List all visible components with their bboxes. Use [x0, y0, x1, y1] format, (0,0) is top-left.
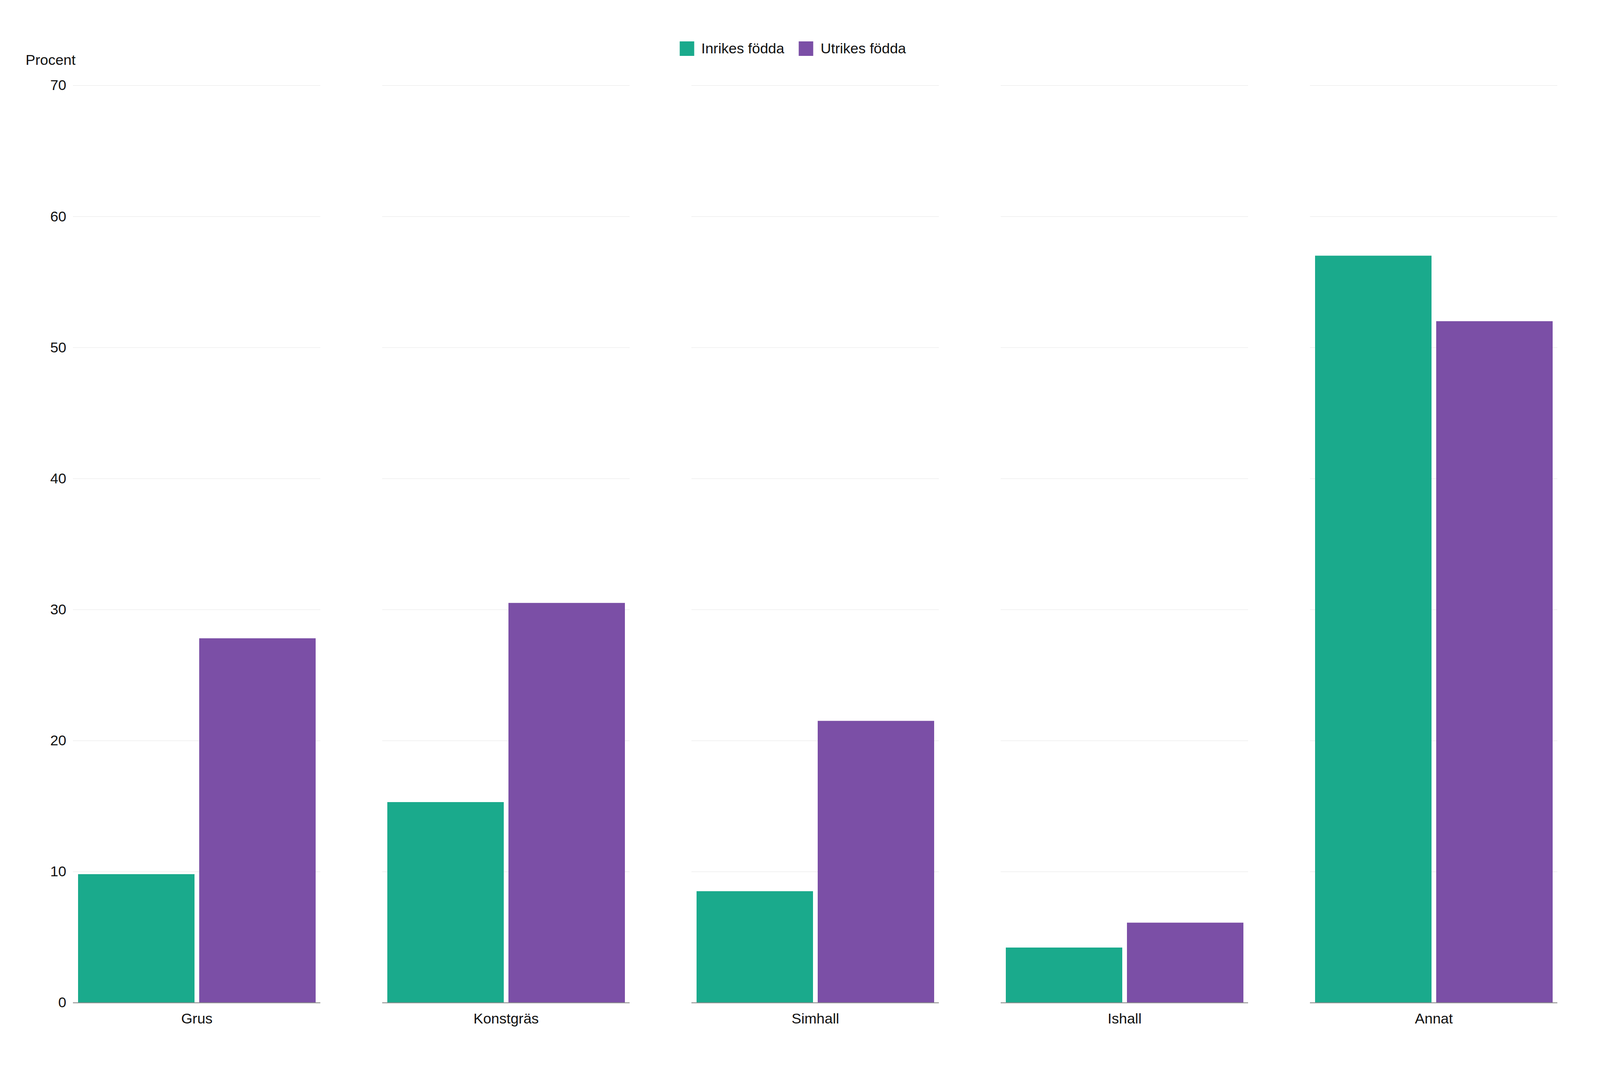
html-text:Procent: Procent	[25, 51, 76, 68]
svg-text:Ishall: Ishall	[1107, 1010, 1142, 1027]
svg-text:30: 30	[50, 601, 67, 618]
svg-text:10: 10	[50, 862, 67, 880]
svg-text:Konstgräs: Konstgräs	[473, 1010, 539, 1027]
html-text:Inrikes födda: Inrikes födda	[701, 40, 785, 57]
svg-text:Simhall: Simhall	[791, 1010, 840, 1027]
svg-text:40: 40	[50, 470, 67, 487]
svg-text:50: 50	[50, 339, 67, 356]
svg-text:0: 0	[58, 993, 67, 1011]
svg-text:Grus: Grus	[181, 1010, 213, 1027]
svg-text:20: 20	[50, 731, 67, 749]
svg-text:Annat: Annat	[1414, 1010, 1453, 1027]
svg-text:60: 60	[50, 208, 67, 225]
svg-text:70: 70	[50, 76, 67, 93]
html-text:Utrikes födda: Utrikes födda	[820, 40, 906, 57]
